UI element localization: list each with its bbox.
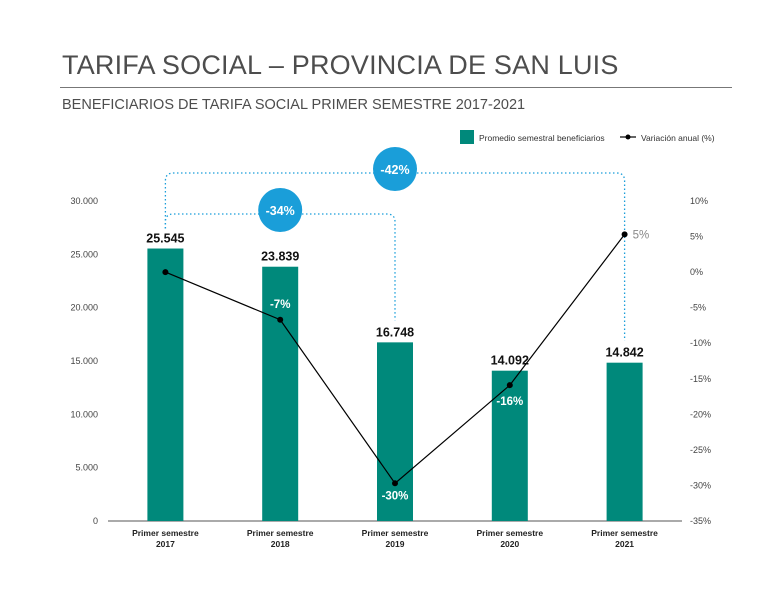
annotation-bracket xyxy=(164,213,396,321)
bar xyxy=(377,342,413,521)
line-point xyxy=(621,231,628,238)
x-tick-label: 2019 xyxy=(386,539,405,549)
y-left-tick-label: 0 xyxy=(93,516,98,526)
bar-value-label: 16.748 xyxy=(376,325,414,339)
x-tick-label: 2020 xyxy=(500,539,519,549)
bar-value-label: 14.092 xyxy=(491,354,529,368)
line-point xyxy=(392,480,398,487)
y-right-tick-label: 5% xyxy=(690,232,703,242)
legend-line-label: Variación anual (%) xyxy=(641,133,715,143)
bar-value-label: 23.839 xyxy=(261,250,299,264)
legend-bar-swatch xyxy=(460,130,474,144)
bar xyxy=(606,362,643,521)
y-right-tick-label: -25% xyxy=(690,445,711,455)
line-point xyxy=(506,382,513,389)
annotation-label: -42% xyxy=(380,163,409,177)
x-tick-label: 2018 xyxy=(271,539,290,549)
page-title: TARIFA SOCIAL – PROVINCIA DE SAN LUIS xyxy=(62,50,619,80)
y-left-tick-label: 25.000 xyxy=(70,249,98,259)
legend-line-marker xyxy=(625,134,631,140)
line-point xyxy=(277,316,284,323)
title-divider xyxy=(60,87,732,88)
bar xyxy=(491,370,528,521)
y-right-tick-label: -30% xyxy=(690,480,711,490)
bar-value-label: 14.842 xyxy=(605,346,643,360)
bar-value-label: 25.545 xyxy=(146,232,184,246)
line-point xyxy=(162,269,169,276)
legend-bar-label: Promedio semestral beneficiarios xyxy=(479,133,605,143)
y-right-tick-label: -5% xyxy=(690,303,706,313)
y-left-tick-label: 30.000 xyxy=(70,196,98,206)
bar xyxy=(262,266,299,521)
x-tick-label: 2017 xyxy=(156,539,175,549)
y-right-tick-label: 10% xyxy=(690,196,708,206)
x-tick-label: 2021 xyxy=(615,539,634,549)
annotation-bracket xyxy=(164,172,626,341)
line-value-label: -7% xyxy=(270,299,290,311)
x-tick-label: Primer semestre xyxy=(132,528,199,538)
y-right-tick-label: -10% xyxy=(690,338,711,348)
annotation-label: -34% xyxy=(266,204,295,218)
y-right-tick-label: -20% xyxy=(690,409,711,419)
x-tick-label: Primer semestre xyxy=(591,528,658,538)
page-subtitle: BENEFICIARIOS DE TARIFA SOCIAL PRIMER SE… xyxy=(62,97,526,113)
line-value-label: 5% xyxy=(633,229,650,241)
y-right-tick-label: -35% xyxy=(690,516,711,526)
y-left-tick-label: 10.000 xyxy=(70,409,98,419)
y-left-tick-label: 20.000 xyxy=(70,303,98,313)
x-tick-label: Primer semestre xyxy=(476,528,543,538)
x-tick-label: Primer semestre xyxy=(247,528,314,538)
x-tick-label: Primer semestre xyxy=(362,528,429,538)
annotation-badge xyxy=(373,147,417,191)
bar xyxy=(147,248,184,521)
annotation-badge xyxy=(258,188,303,232)
y-right-tick-label: 0% xyxy=(690,267,703,277)
line-value-label: -16% xyxy=(496,396,523,408)
line-value-label: -30% xyxy=(382,490,409,502)
y-right-tick-label: -15% xyxy=(690,374,711,384)
y-left-tick-label: 15.000 xyxy=(70,356,98,366)
y-left-tick-label: 5.000 xyxy=(75,463,98,473)
